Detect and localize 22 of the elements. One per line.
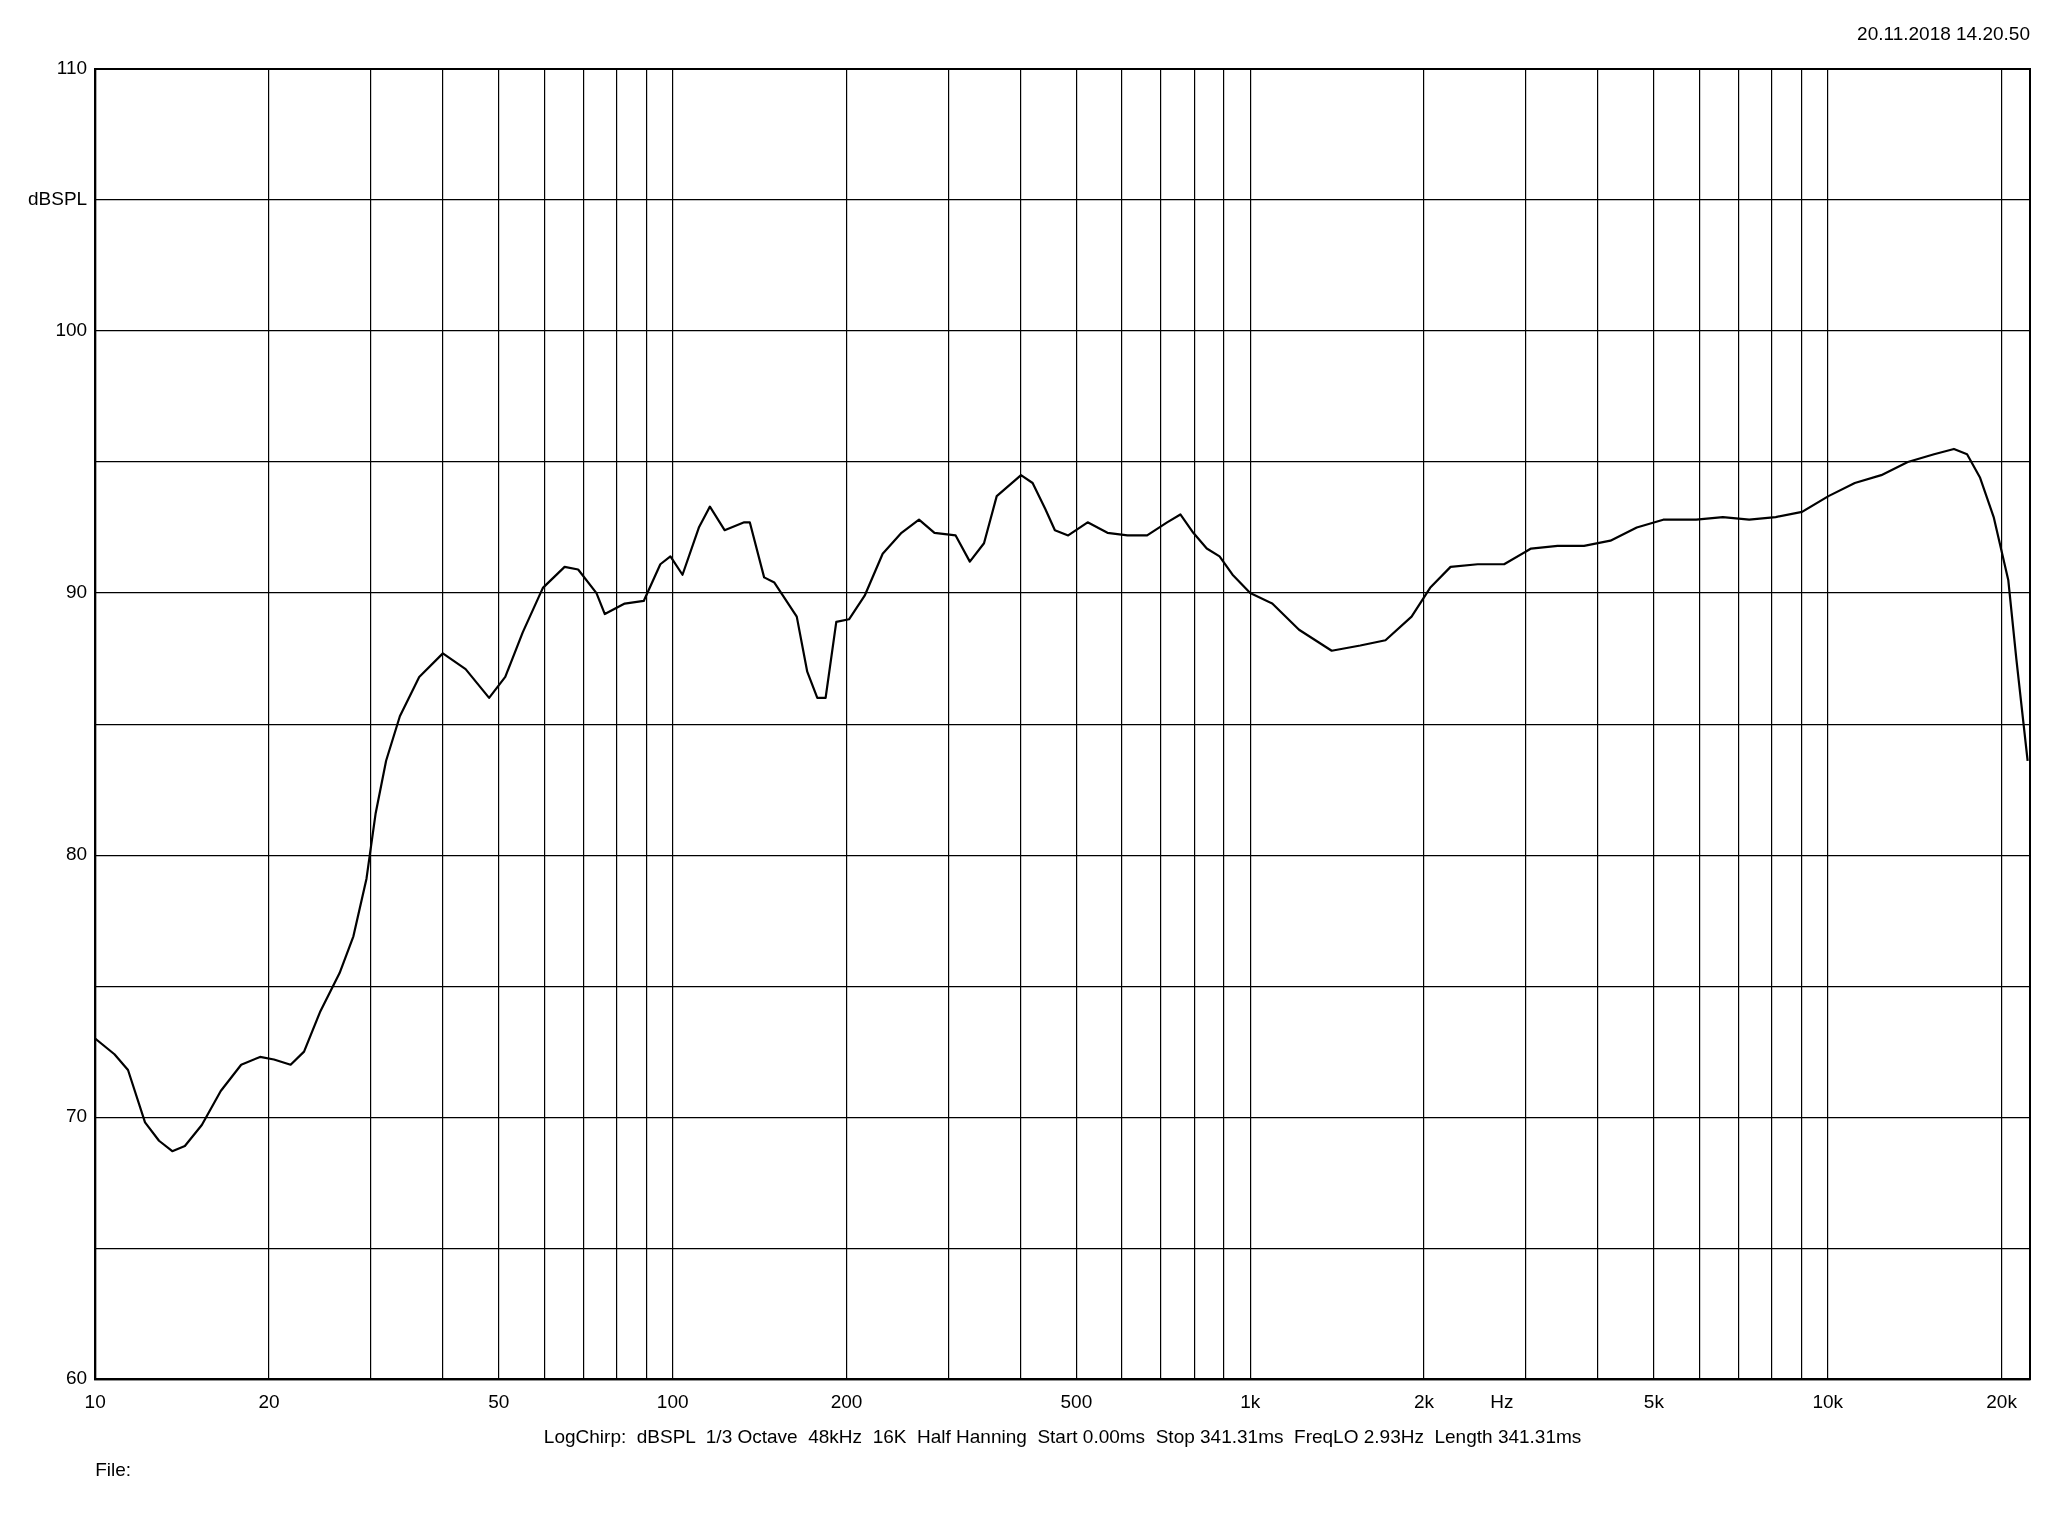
y-tick-label: 70 <box>66 1105 88 1127</box>
x-tick-label: 5k <box>1643 1390 1665 1412</box>
x-tick-label: 100 <box>656 1390 689 1412</box>
x-tick-label: 200 <box>830 1390 863 1412</box>
y-tick-label: dBSPL <box>28 188 88 210</box>
x-tick-label: 20 <box>258 1390 280 1412</box>
y-tick-label: 80 <box>66 843 88 865</box>
x-tick-label: 2k <box>1414 1390 1435 1412</box>
x-tick-label: 10k <box>1812 1390 1844 1412</box>
x-tick-label: 1k <box>1240 1390 1261 1412</box>
x-tick-label: 500 <box>1060 1390 1093 1412</box>
y-tick-label: 90 <box>66 581 88 603</box>
x-tick-label: 50 <box>488 1390 510 1412</box>
x-tick-label: 20k <box>1986 1390 2018 1412</box>
text: LogChirp: dBSPL 1/3 Octave 48kHz 16K Half Hanning Start 0.00ms Stop 341.31ms FreqLO 2.93Hz Length 341.31ms <box>543 1426 1582 1448</box>
y-tick-label: 60 <box>66 1367 88 1389</box>
y-tick-label: 110 <box>56 57 88 79</box>
text: File: <box>95 1459 132 1481</box>
text: 20.11.2018 14.20.50 <box>1857 23 2030 45</box>
y-tick-label: 100 <box>55 319 88 341</box>
x-tick-label: 10 <box>84 1390 106 1412</box>
x-axis-title: Hz <box>1490 1391 1514 1413</box>
